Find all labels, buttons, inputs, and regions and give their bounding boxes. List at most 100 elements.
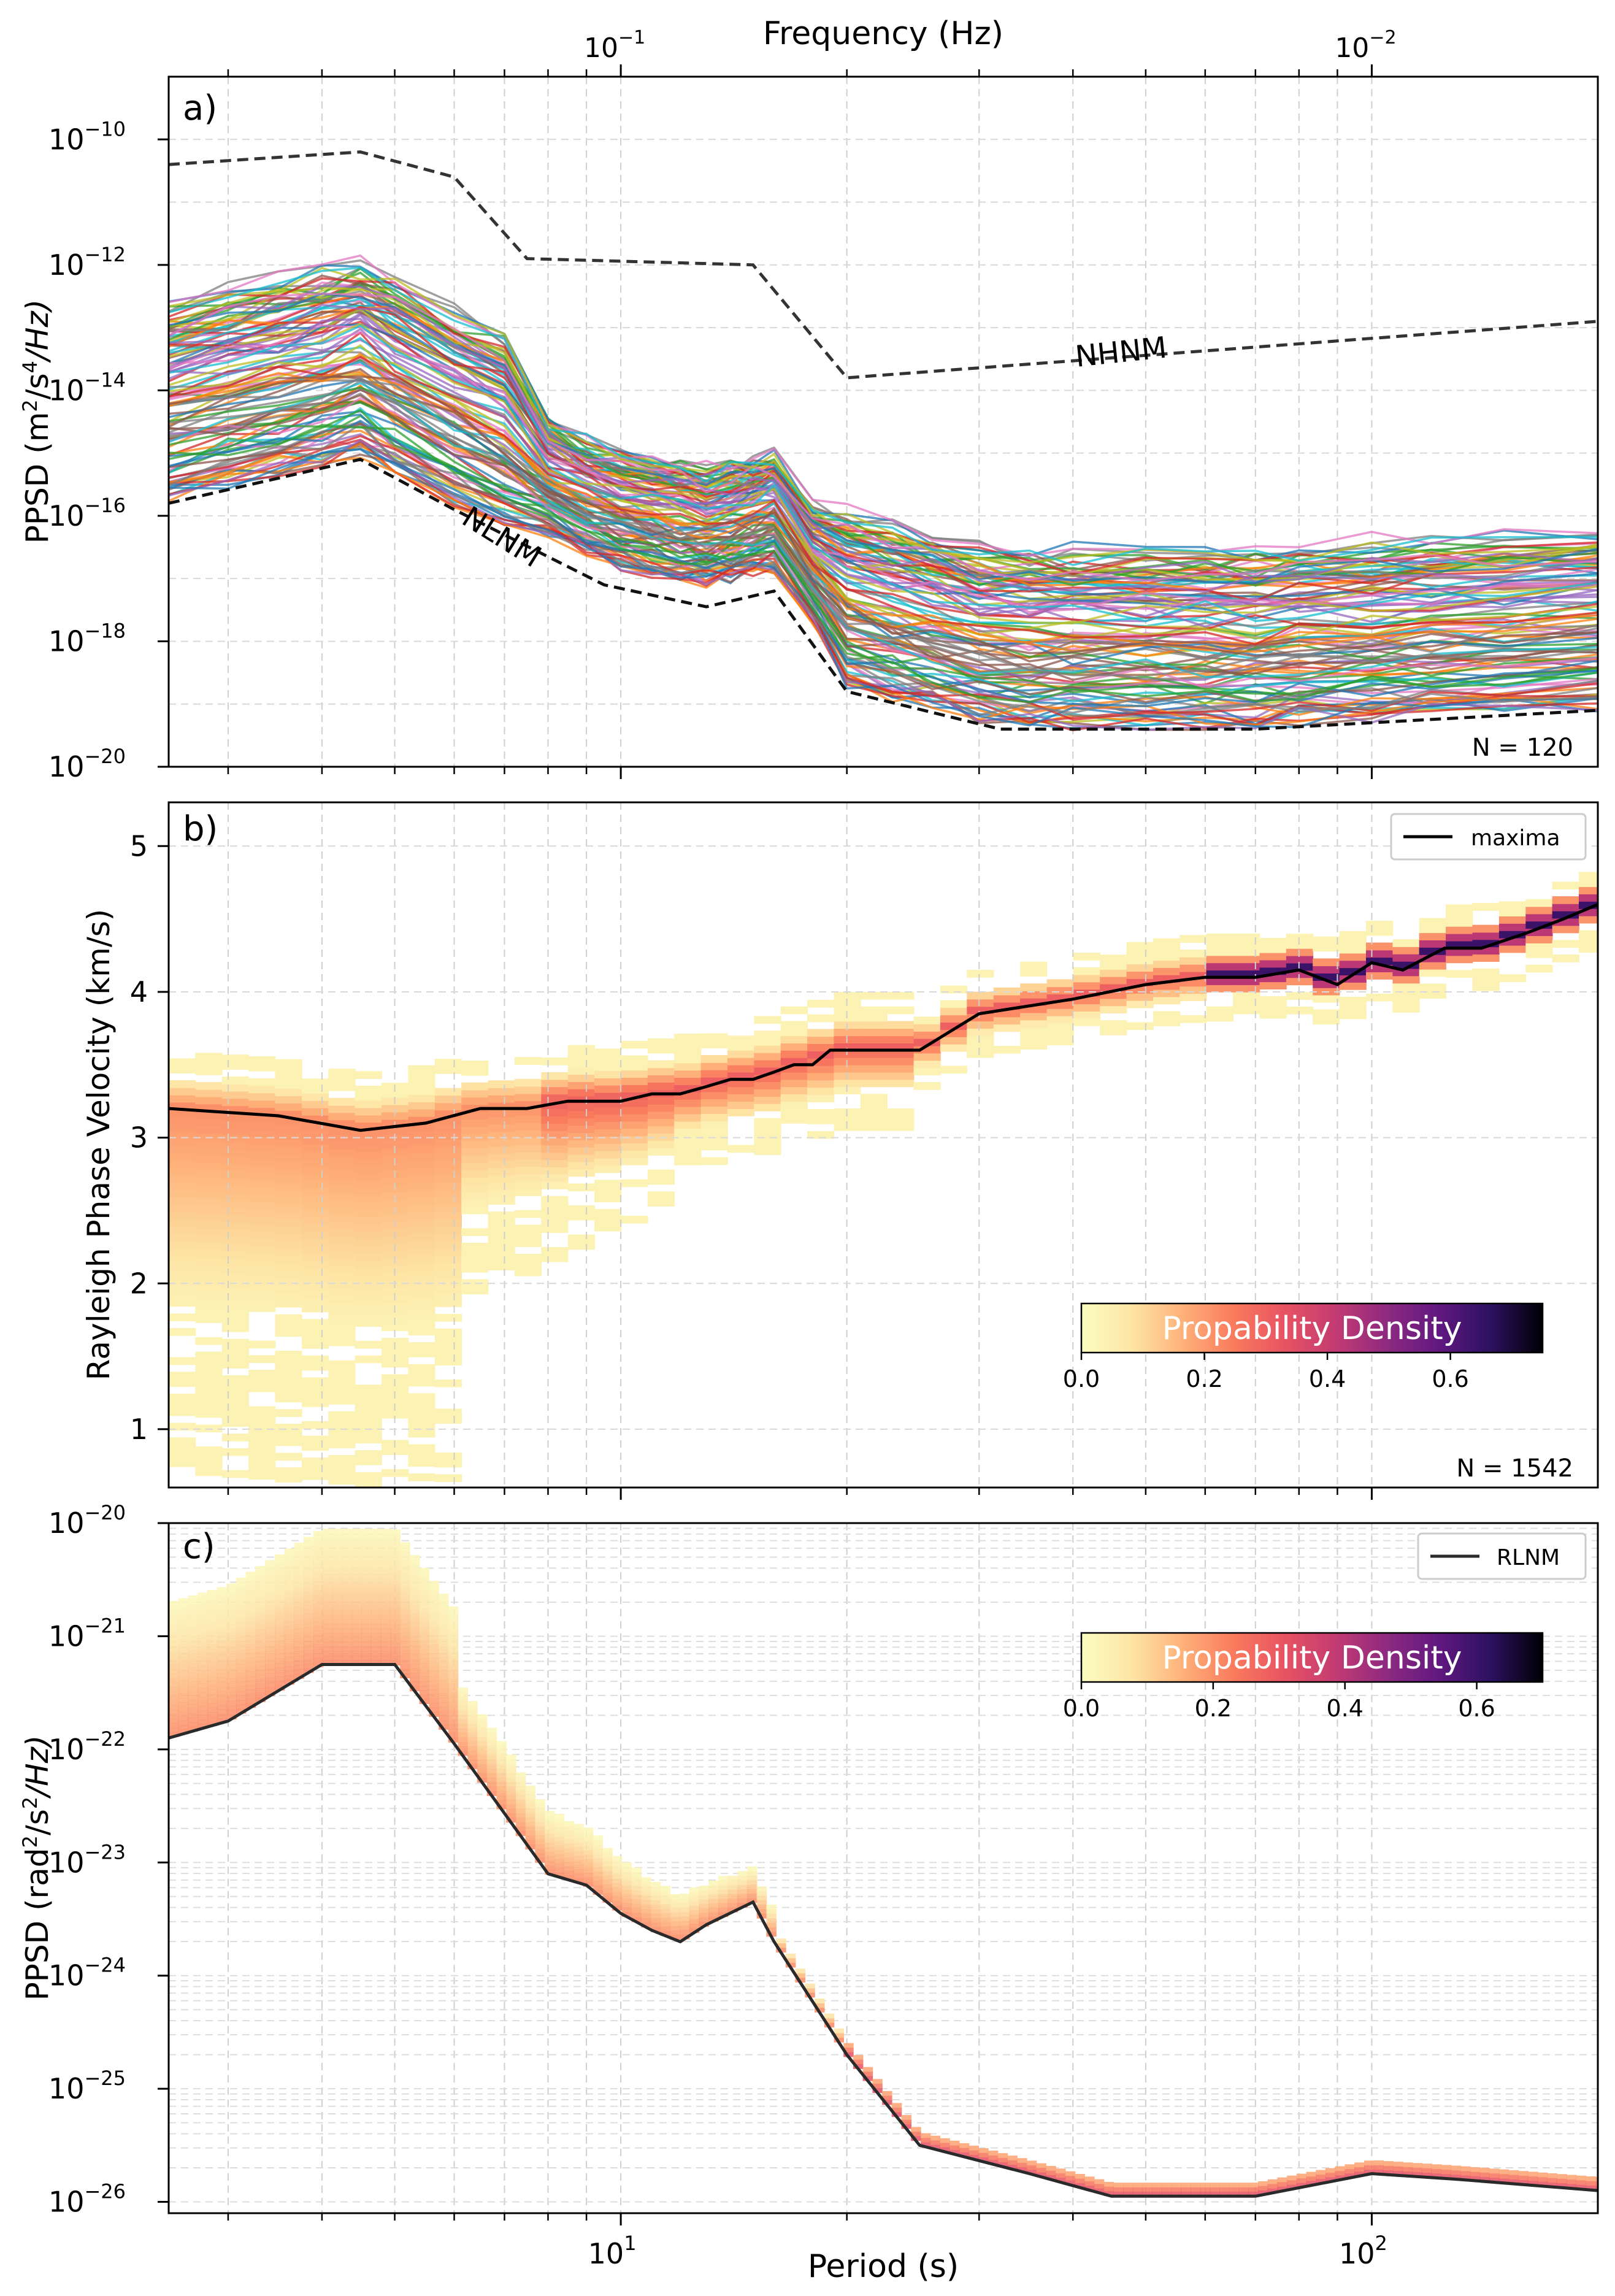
density-cell	[236, 1686, 247, 1691]
density-cell	[1325, 2172, 1336, 2178]
heatmap-cell	[434, 1299, 462, 1307]
heatmap-cell	[674, 1055, 702, 1064]
heatmap-cell	[301, 1392, 329, 1400]
panel-a-x-ticks	[227, 767, 1373, 779]
density-cell	[342, 1637, 353, 1643]
density-cell	[1547, 2173, 1557, 2178]
heatmap-cell	[221, 1419, 249, 1427]
heatmap-cell	[169, 1291, 196, 1300]
density-cell	[699, 1886, 709, 1891]
heatmap-cell	[434, 1102, 462, 1111]
heatmap-cell	[275, 1351, 302, 1359]
density-cell	[506, 1795, 516, 1800]
density-cell	[1557, 2183, 1567, 2188]
density-cell	[380, 1660, 391, 1665]
density-cell	[1345, 2164, 1355, 2170]
heatmap-cell	[674, 1106, 702, 1115]
heatmap-cell	[195, 1250, 223, 1257]
density-cell	[718, 1884, 729, 1890]
density-cell	[680, 1921, 690, 1926]
heatmap-cell	[1153, 989, 1181, 997]
density-cell	[631, 1908, 642, 1913]
heatmap-cell	[382, 1090, 409, 1098]
heatmap-cell	[408, 1277, 435, 1284]
heatmap-cell	[408, 1080, 435, 1088]
heatmap-cell	[1046, 1037, 1074, 1046]
density-cell	[1498, 2174, 1510, 2179]
density-cell	[217, 1668, 228, 1674]
density-cell	[361, 1556, 372, 1561]
density-cell	[245, 1703, 256, 1708]
density-cell	[1325, 2168, 1336, 2173]
density-cell	[284, 1657, 295, 1662]
heatmap-cell	[1472, 954, 1500, 962]
density-cell	[178, 1702, 189, 1707]
density-cell	[380, 1624, 391, 1629]
density-cell	[255, 1688, 266, 1693]
density-cell	[342, 1601, 353, 1607]
density-cell	[313, 1572, 324, 1577]
density-cell	[1508, 2175, 1519, 2180]
density-cell	[737, 1903, 748, 1908]
heatmap-cell	[434, 1211, 462, 1220]
density-cell	[332, 1624, 343, 1629]
density-cell	[439, 1616, 449, 1621]
heatmap-cell	[408, 1240, 435, 1248]
density-cell	[1460, 2175, 1471, 2181]
density-cell	[583, 1832, 594, 1837]
heatmap-cell	[621, 1085, 648, 1092]
density-cell	[390, 1619, 401, 1625]
density-cell	[342, 1533, 353, 1538]
density-cell	[245, 1667, 256, 1672]
density-cell	[207, 1594, 218, 1600]
density-cell	[699, 1899, 709, 1905]
density-cell	[380, 1601, 391, 1607]
density-cell	[390, 1642, 401, 1648]
heatmap-cell	[727, 1079, 755, 1088]
heatmap-cell	[1286, 962, 1314, 971]
density-cell	[1402, 2171, 1413, 2176]
heatmap-cell	[248, 1231, 276, 1239]
heatmap-cell	[169, 1175, 196, 1183]
density-cell	[1479, 2176, 1490, 2182]
density-cell	[226, 1687, 237, 1692]
heatmap-cell	[514, 1188, 542, 1196]
density-cell	[1103, 2190, 1114, 2196]
heatmap-cell	[860, 1101, 888, 1109]
heatmap-cell	[621, 1128, 648, 1137]
density-cell	[255, 1629, 266, 1635]
density-cell	[313, 1657, 324, 1663]
density-cell	[554, 1818, 565, 1824]
heatmap-cell	[940, 1000, 968, 1008]
density-cell	[217, 1709, 228, 1714]
density-cell	[583, 1868, 594, 1873]
heatmap-cell	[301, 1238, 329, 1247]
density-cell	[834, 2033, 844, 2038]
density-cell	[708, 1899, 719, 1904]
heatmap-cell	[1233, 1006, 1260, 1015]
heatmap-cell	[195, 1213, 223, 1221]
heatmap-cell	[754, 1081, 781, 1090]
heatmap-cell	[248, 1202, 276, 1210]
heatmap-cell	[807, 1109, 835, 1117]
heatmap-cell	[567, 1103, 595, 1112]
heatmap-cell	[860, 1057, 888, 1065]
heatmap-cell	[1525, 964, 1553, 973]
heatmap-cell	[355, 1137, 382, 1145]
density-cell	[380, 1560, 391, 1565]
density-cell	[294, 1579, 304, 1584]
density-cell	[226, 1637, 237, 1643]
heatmap-cell	[1472, 975, 1500, 984]
density-cell	[699, 1894, 709, 1900]
density-cell	[419, 1595, 430, 1600]
density-cell	[1200, 2192, 1211, 2197]
density-cell	[573, 1860, 584, 1865]
density-cell	[400, 1592, 410, 1597]
density-cell	[409, 1632, 420, 1637]
heatmap-cell	[408, 1226, 435, 1234]
density-cell	[198, 1701, 208, 1707]
density-cell	[380, 1569, 391, 1575]
density-cell	[448, 1647, 459, 1653]
density-cell	[1075, 2174, 1085, 2179]
